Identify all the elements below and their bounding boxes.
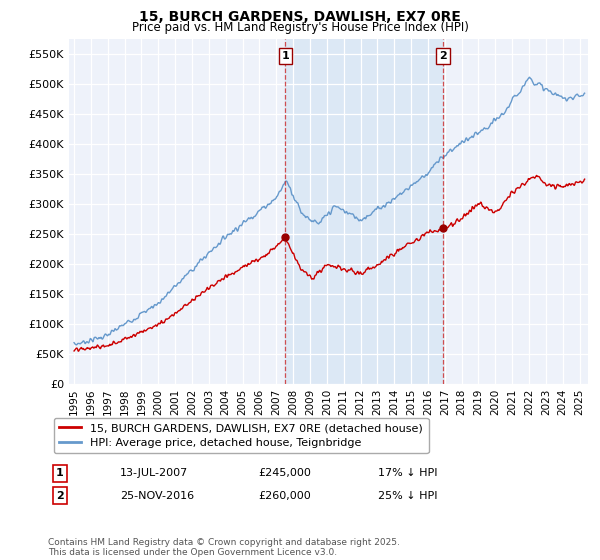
Text: 13-JUL-2007: 13-JUL-2007 bbox=[120, 468, 188, 478]
Text: 25% ↓ HPI: 25% ↓ HPI bbox=[378, 491, 437, 501]
Text: Contains HM Land Registry data © Crown copyright and database right 2025.
This d: Contains HM Land Registry data © Crown c… bbox=[48, 538, 400, 557]
Text: £245,000: £245,000 bbox=[258, 468, 311, 478]
Text: 1: 1 bbox=[281, 51, 289, 61]
Text: 25-NOV-2016: 25-NOV-2016 bbox=[120, 491, 194, 501]
Text: 2: 2 bbox=[56, 491, 64, 501]
Bar bbox=[285, 39, 443, 384]
Text: £260,000: £260,000 bbox=[258, 491, 311, 501]
Text: Price paid vs. HM Land Registry's House Price Index (HPI): Price paid vs. HM Land Registry's House … bbox=[131, 21, 469, 34]
Text: 17% ↓ HPI: 17% ↓ HPI bbox=[378, 468, 437, 478]
Text: 15, BURCH GARDENS, DAWLISH, EX7 0RE: 15, BURCH GARDENS, DAWLISH, EX7 0RE bbox=[139, 10, 461, 24]
Legend: 15, BURCH GARDENS, DAWLISH, EX7 0RE (detached house), HPI: Average price, detach: 15, BURCH GARDENS, DAWLISH, EX7 0RE (det… bbox=[53, 418, 428, 453]
Text: 1: 1 bbox=[56, 468, 64, 478]
Text: 2: 2 bbox=[439, 51, 447, 61]
